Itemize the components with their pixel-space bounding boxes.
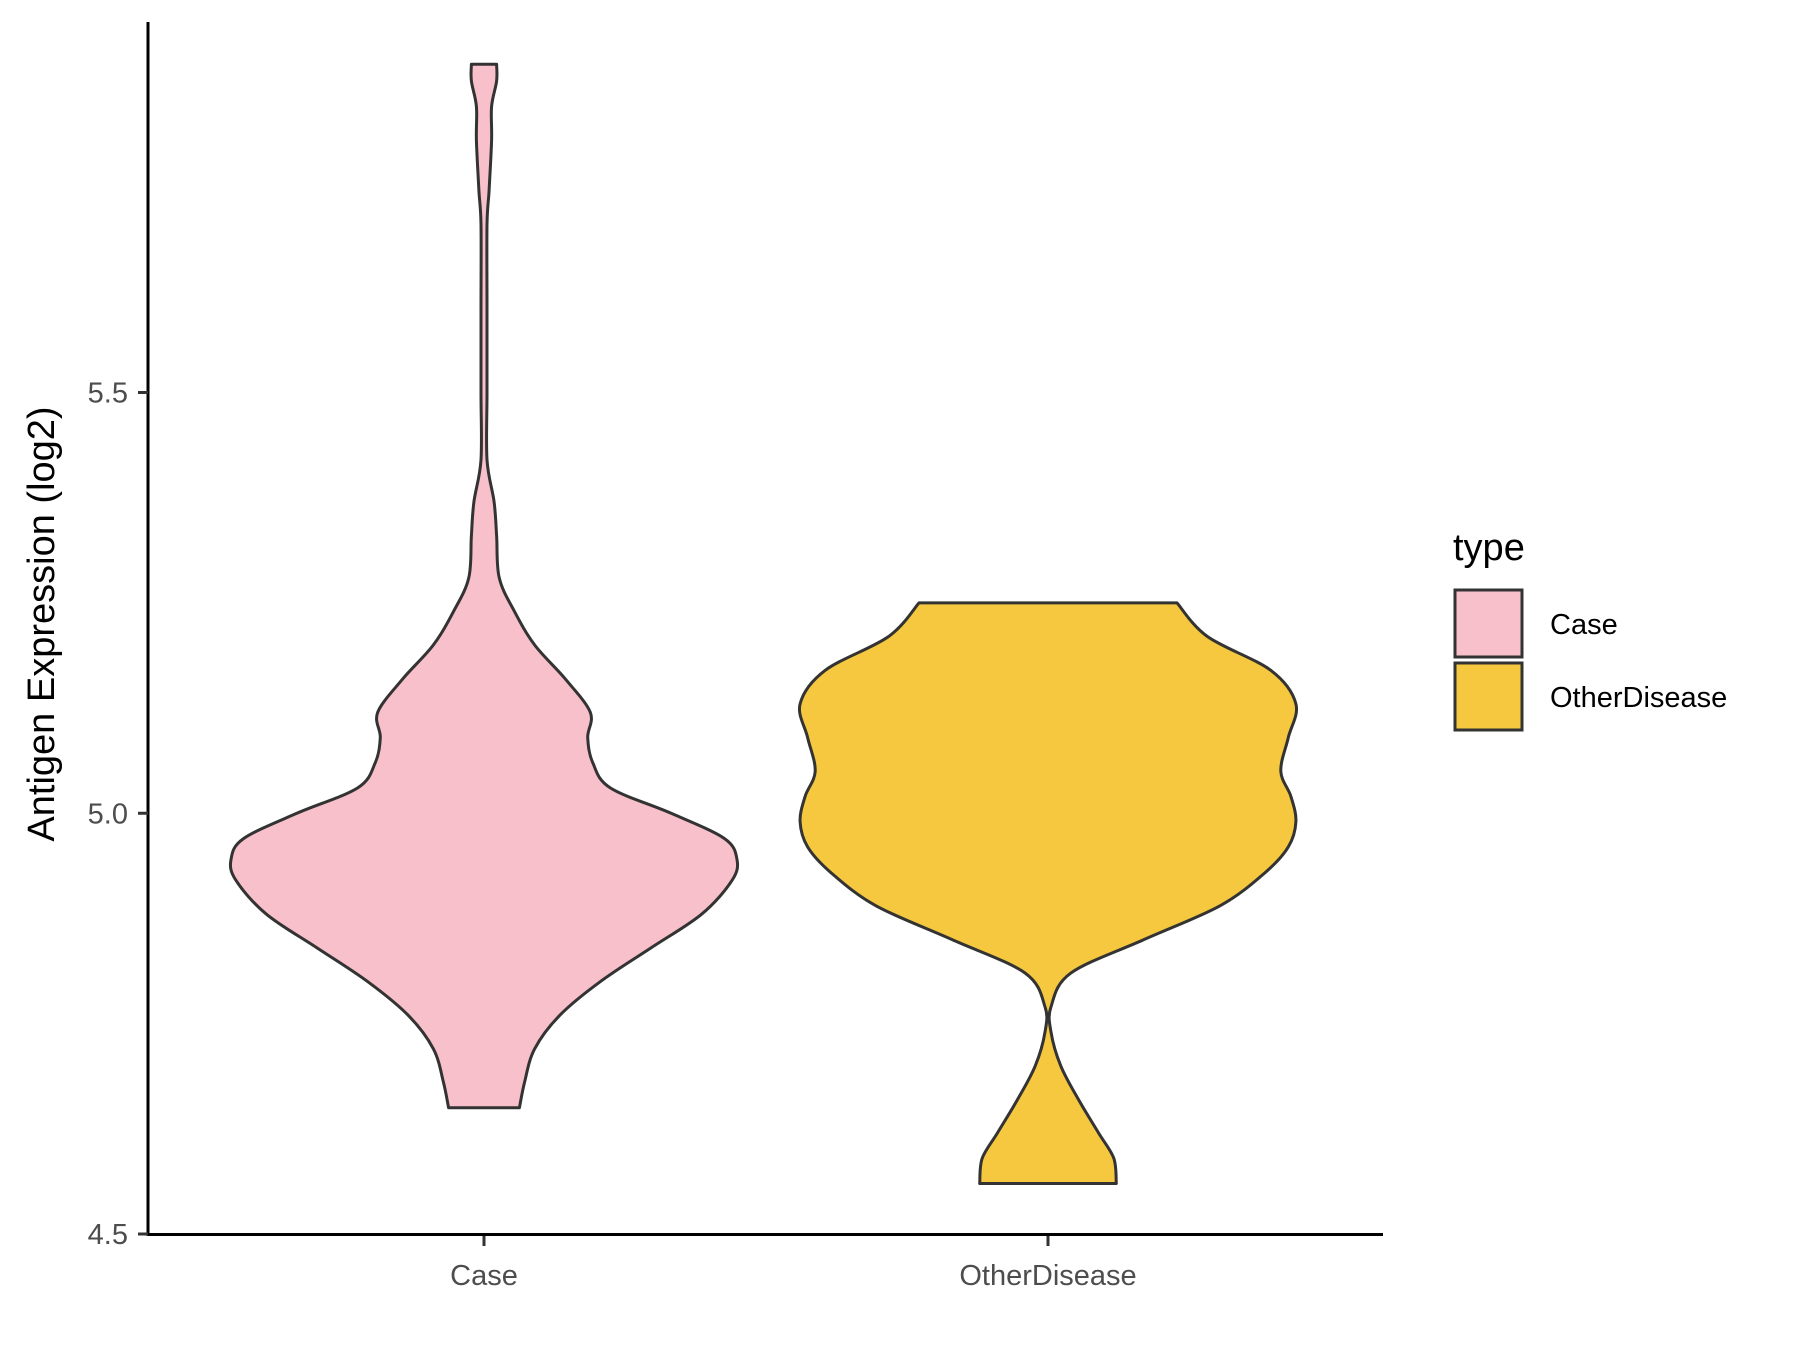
- y-ticks: 4.5 5.0 5.5: [88, 378, 148, 1251]
- legend-items: Case OtherDisease: [1453, 588, 1727, 732]
- y-tick-label: 4.5: [88, 1219, 128, 1251]
- axes-layer: [146, 22, 1383, 1236]
- x-tick-label: Case: [450, 1260, 518, 1292]
- x-ticks: Case OtherDisease: [450, 1236, 1137, 1292]
- legend-label: Case: [1550, 609, 1618, 641]
- legend: type Case OtherDisease: [1453, 527, 1727, 732]
- y-tick-label: 5.5: [88, 378, 128, 410]
- violin-otherdisease: [797, 601, 1299, 1185]
- violin-case: [228, 62, 740, 1110]
- violins-layer: [228, 62, 1299, 1185]
- y-axis-title: Antigen Expression (log2): [21, 406, 63, 841]
- legend-swatch: [1453, 588, 1524, 659]
- x-tick-label: OtherDisease: [959, 1260, 1136, 1292]
- y-tick-label: 5.0: [88, 798, 128, 830]
- legend-label: OtherDisease: [1550, 682, 1727, 714]
- legend-title: type: [1453, 527, 1525, 569]
- legend-swatch: [1453, 661, 1524, 732]
